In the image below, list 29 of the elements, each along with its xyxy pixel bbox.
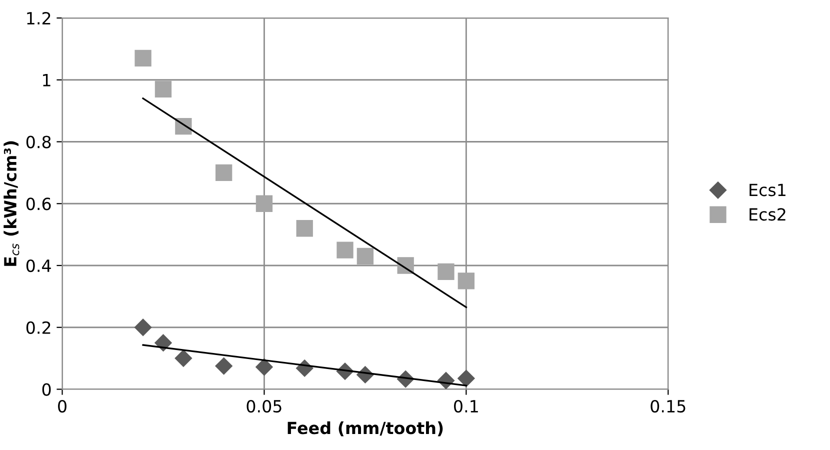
point [154, 80, 172, 98]
x-tick-label: 0.1 [454, 400, 478, 413]
point [296, 220, 313, 237]
point [215, 357, 232, 375]
point [438, 263, 454, 280]
y-tick-label: 0.4 [26, 259, 51, 272]
y-tick-label: 0.8 [26, 136, 51, 148]
point [336, 242, 354, 258]
legend-label: Ecs1 [750, 184, 786, 196]
point [256, 358, 273, 376]
y-tick-label: 1.2 [27, 12, 50, 24]
y-axis-title: E$_{cs}$ (kWh/cm³) [4, 141, 20, 266]
legend-label: Ecs2 [750, 208, 786, 221]
point [215, 164, 232, 182]
point [134, 318, 152, 336]
point [458, 272, 475, 290]
point [134, 50, 152, 67]
y-tick-label: 0.6 [26, 198, 51, 210]
x-tick-label: 0.05 [246, 400, 282, 413]
point [458, 370, 475, 387]
y-tick-label: 0.2 [26, 321, 50, 334]
point [174, 350, 192, 367]
y-tick-label: 1 [43, 74, 50, 86]
y-tick-label: 0 [42, 383, 51, 396]
point [256, 195, 273, 212]
x-tick-label: 0 [58, 400, 66, 413]
x-tick-label: 0.15 [650, 400, 686, 413]
point [356, 248, 374, 265]
x-axis-title: Feed (mm/tooth) [288, 421, 443, 436]
